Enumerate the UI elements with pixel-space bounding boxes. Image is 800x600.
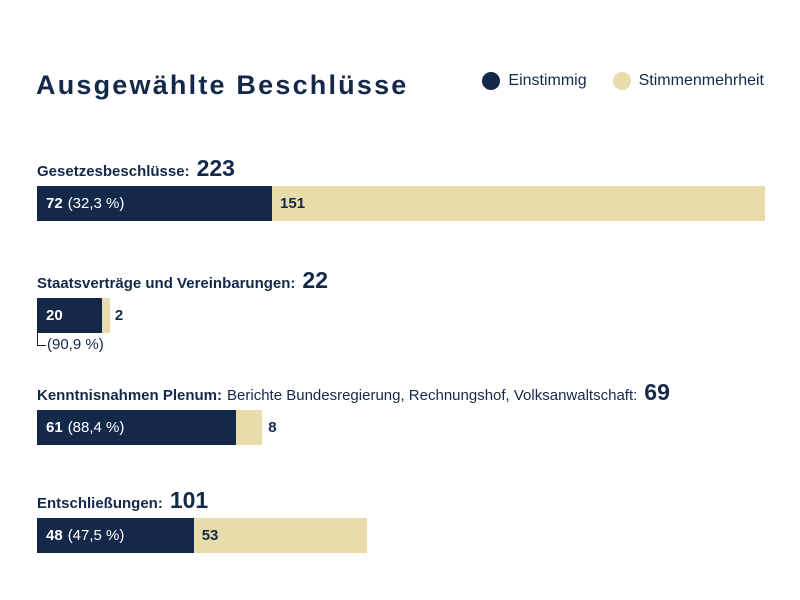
category-label: Staatsverträge und Vereinbarungen: <box>37 275 296 292</box>
bar-group: Kenntnisnahmen Plenum: Berichte Bundesreg… <box>37 376 670 445</box>
bar-stimmenmehrheit <box>102 298 111 333</box>
legend-swatch <box>612 72 631 90</box>
group-label: Staatsverträge und Vereinbarungen: 22 <box>37 264 328 293</box>
percent-label: (32,3 %) <box>67 195 125 212</box>
bar-row: 48 (47,5 %) 53 <box>37 518 367 553</box>
total-label: 22 <box>302 267 328 293</box>
percent-label: (90,9 %) <box>47 336 104 353</box>
bar-einstimmig: 48 (47,5 %) <box>37 518 194 553</box>
value-label: 151 <box>280 195 306 212</box>
percent-label: (47,5 %) <box>67 527 125 544</box>
bar-row: 61 (88,4 %) 8 <box>37 410 670 445</box>
legend-label: Stimmenmehrheit <box>638 72 764 89</box>
value-label-outside: 8 <box>268 419 277 436</box>
legend-item-einstimmig: Einstimmig <box>482 72 587 90</box>
bar-einstimmig: 61 (88,4 %) <box>37 410 237 445</box>
category-description: Berichte Bundesregierung, Rechnungshof, … <box>227 387 638 404</box>
legend-item-stimmenmehrheit: Stimmenmehrheit <box>612 72 764 90</box>
bar-stimmenmehrheit <box>236 410 263 445</box>
value-label-outside: 2 <box>114 307 124 324</box>
bar-row: 20 2 (90,9 %) <box>37 298 328 353</box>
category-label: Kenntnisnahmen Plenum: <box>37 387 223 404</box>
value-label: 20 <box>46 307 63 324</box>
chart-title: Ausgewählte Beschlüsse <box>36 70 409 100</box>
percent-label: (88,4 %) <box>67 419 125 436</box>
group-label: Entschließungen: 101 <box>37 484 209 513</box>
value-label: 61 <box>46 419 63 436</box>
legend-swatch <box>482 72 501 90</box>
bar-stimmenmehrheit: 53 <box>193 518 367 553</box>
bar-einstimmig: 72 (32,3 %) <box>37 186 273 221</box>
group-label: Kenntnisnahmen Plenum: Berichte Bundesreg… <box>37 376 670 405</box>
total-label: 223 <box>196 155 235 181</box>
total-label: 69 <box>644 379 670 405</box>
category-label: Entschließungen: <box>37 495 163 512</box>
total-label: 101 <box>169 487 209 513</box>
category-label: Gesetzesbeschlüsse: <box>37 163 190 180</box>
value-label: 48 <box>46 527 63 544</box>
legend: Einstimmig Stimmenmehrheit <box>456 72 764 90</box>
percent-callout: (90,9 %) <box>37 333 104 353</box>
group-label: Gesetzesbeschlüsse: 223 <box>37 152 235 181</box>
bar-group: Gesetzesbeschlüsse: 223 72 (32,3 %) 151 <box>37 152 765 221</box>
bar-einstimmig: 20 <box>37 298 103 333</box>
callout-line <box>37 333 46 346</box>
bar-stimmenmehrheit: 151 <box>272 186 765 221</box>
value-label: 72 <box>46 195 63 212</box>
legend-label: Einstimmig <box>508 72 587 89</box>
bar-row: 72 (32,3 %) 151 <box>37 186 765 221</box>
value-label: 53 <box>201 527 219 544</box>
bar-group: Entschließungen: 101 48 (47,5 %) 53 <box>37 484 367 553</box>
bar-group: Staatsverträge und Vereinbarungen: 22 20 2 (… <box>37 264 328 353</box>
